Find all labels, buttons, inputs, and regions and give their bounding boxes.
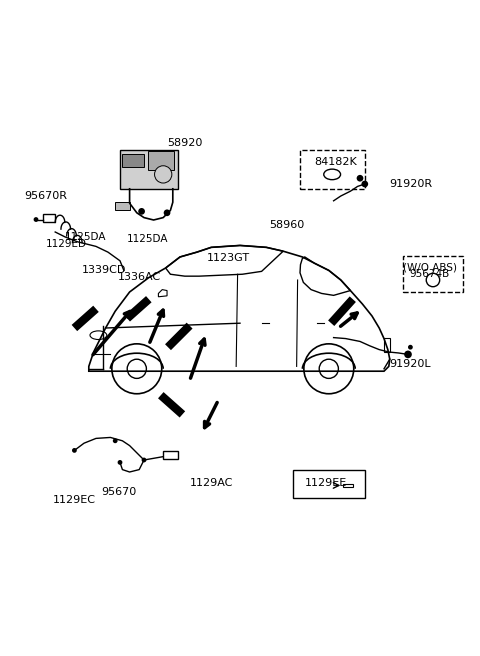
Text: 84182K: 84182K bbox=[314, 157, 358, 167]
Circle shape bbox=[408, 345, 413, 350]
Text: 95670: 95670 bbox=[101, 487, 137, 497]
Bar bbox=[293, 470, 365, 499]
Text: 1125DA: 1125DA bbox=[127, 234, 168, 244]
Text: 58920: 58920 bbox=[167, 138, 203, 148]
Bar bbox=[403, 256, 463, 292]
Bar bbox=[163, 451, 178, 459]
Text: 1129ED: 1129ED bbox=[46, 239, 86, 249]
Circle shape bbox=[138, 208, 145, 215]
Circle shape bbox=[155, 166, 172, 183]
Text: 1123GT: 1123GT bbox=[206, 253, 250, 264]
Circle shape bbox=[118, 460, 122, 465]
Text: 1339CD: 1339CD bbox=[82, 266, 126, 276]
Text: 91920L: 91920L bbox=[389, 359, 431, 369]
Bar bbox=[122, 154, 144, 167]
Text: 91920R: 91920R bbox=[389, 179, 432, 189]
Text: 1125DA: 1125DA bbox=[65, 232, 106, 242]
Circle shape bbox=[72, 448, 77, 453]
Circle shape bbox=[34, 217, 38, 222]
Text: (W/O ABS): (W/O ABS) bbox=[403, 263, 456, 273]
Text: 58960: 58960 bbox=[269, 220, 304, 230]
Circle shape bbox=[404, 350, 412, 358]
Text: 1129EE: 1129EE bbox=[305, 478, 348, 487]
Text: 1129EC: 1129EC bbox=[53, 495, 96, 505]
Circle shape bbox=[361, 180, 368, 188]
Bar bbox=[43, 214, 55, 222]
Circle shape bbox=[164, 209, 170, 216]
Text: 1336AC: 1336AC bbox=[118, 272, 161, 281]
Circle shape bbox=[113, 438, 118, 443]
Text: 1129AC: 1129AC bbox=[190, 478, 233, 487]
Bar bbox=[384, 338, 390, 352]
FancyBboxPatch shape bbox=[120, 150, 178, 189]
Text: 95670R: 95670R bbox=[24, 191, 67, 201]
Circle shape bbox=[357, 175, 363, 182]
Bar bbox=[115, 202, 130, 211]
Bar bbox=[300, 150, 365, 189]
Bar bbox=[148, 152, 174, 170]
Text: 95674B: 95674B bbox=[409, 269, 450, 279]
Bar bbox=[343, 483, 353, 487]
Circle shape bbox=[142, 458, 146, 462]
